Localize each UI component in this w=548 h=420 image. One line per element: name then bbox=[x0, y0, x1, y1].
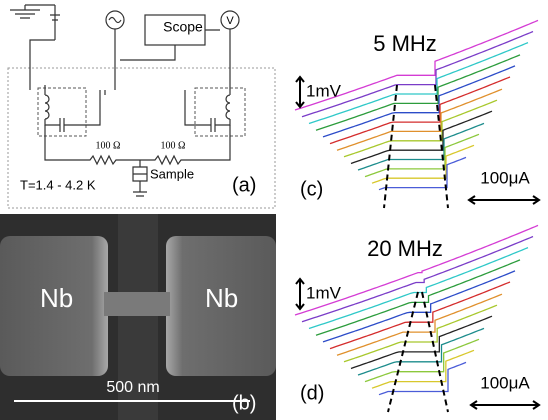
wire bbox=[120, 29, 231, 90]
bridge bbox=[104, 292, 170, 316]
iv-curve bbox=[301, 30, 534, 118]
iv-curve bbox=[322, 65, 516, 138]
iv-curve bbox=[336, 293, 503, 356]
trench bbox=[118, 214, 158, 420]
current-arrow bbox=[467, 195, 541, 205]
scope-label: Scope bbox=[163, 19, 203, 35]
temperature: T=1.4 - 4.2 K bbox=[20, 177, 96, 192]
iv-curve bbox=[315, 259, 521, 336]
voltmeter bbox=[220, 10, 240, 30]
current-scale: 100μA bbox=[480, 373, 530, 392]
sem-image: Nb Nb 500 nm (b) bbox=[0, 214, 276, 420]
material-label: Nb bbox=[205, 283, 238, 313]
scale-label: 500 nm bbox=[106, 379, 159, 396]
current-scale: 100μA bbox=[480, 168, 530, 187]
voltage-arrow bbox=[295, 75, 305, 109]
iv-curve bbox=[350, 110, 493, 165]
panel-label: (b) bbox=[232, 392, 256, 414]
coupling-box bbox=[37, 87, 87, 137]
iv-curve bbox=[350, 315, 493, 370]
current-arrow bbox=[469, 400, 541, 410]
resistor-label: 100 Ω bbox=[161, 140, 186, 151]
panel-label: (a) bbox=[232, 174, 256, 196]
iv-curve bbox=[294, 19, 539, 111]
iv-curve bbox=[336, 88, 503, 151]
dashed-boundary bbox=[383, 84, 449, 209]
iv-curve bbox=[371, 349, 475, 389]
resistor-network bbox=[44, 125, 231, 166]
iv-curve bbox=[357, 327, 485, 376]
voltmeter-label: V bbox=[226, 15, 234, 27]
iv-curve bbox=[301, 235, 534, 323]
iv-curve bbox=[329, 281, 511, 350]
panel-label: (c) bbox=[300, 178, 323, 200]
electrode bbox=[0, 236, 108, 376]
electrode bbox=[166, 236, 276, 376]
iv-curve bbox=[378, 361, 467, 396]
sample-label: Sample bbox=[150, 166, 194, 181]
panel-label: (d) bbox=[300, 382, 324, 404]
iv-curve bbox=[294, 224, 539, 316]
iv-curve bbox=[315, 54, 521, 131]
iv-curve bbox=[329, 76, 511, 145]
iv-curve bbox=[308, 41, 529, 125]
iv-curves bbox=[294, 19, 539, 413]
coupling-box bbox=[194, 87, 246, 137]
wire bbox=[104, 29, 116, 95]
voltage-scale: 1mV bbox=[306, 81, 342, 100]
material-label: Nb bbox=[40, 283, 73, 313]
iv-curve bbox=[343, 99, 498, 158]
panel-title: 5 MHz bbox=[373, 31, 437, 56]
sample-symbol bbox=[132, 160, 148, 197]
iv-curve bbox=[364, 133, 480, 178]
resistor-label: 100 Ω bbox=[96, 140, 121, 151]
iv-curve bbox=[357, 122, 485, 171]
left-resonator bbox=[44, 85, 101, 132]
iv-curve bbox=[364, 338, 480, 383]
voltage-scale: 1mV bbox=[306, 283, 342, 302]
right-resonator bbox=[184, 90, 231, 132]
sine-symbol bbox=[108, 16, 122, 24]
iv-curve bbox=[371, 144, 475, 184]
ground-wire bbox=[10, 4, 60, 90]
iv-curve bbox=[378, 156, 467, 191]
circuit: Scope V 100 Ω 100 Ω Sample T=1.4 - 4.2 K… bbox=[7, 4, 276, 209]
voltage-arrow bbox=[295, 277, 305, 311]
iv-curve bbox=[322, 270, 516, 343]
panel-title: 20 MHz bbox=[367, 236, 443, 261]
iv-curve bbox=[343, 304, 498, 363]
cryostat-box bbox=[7, 67, 276, 209]
dashed-boundary bbox=[387, 291, 449, 413]
